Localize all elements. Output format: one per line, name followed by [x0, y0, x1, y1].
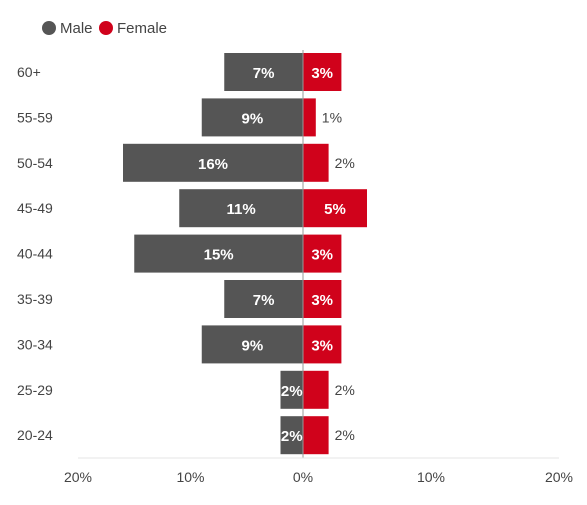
category-label: 40-44	[17, 246, 53, 262]
x-tick-label: 20%	[64, 469, 92, 485]
data-label-female: 3%	[311, 247, 333, 264]
category-label: 50-54	[17, 155, 53, 171]
legend-male-label: Male	[60, 20, 93, 37]
data-label-female: 5%	[324, 201, 346, 218]
category-label: 30-34	[17, 336, 53, 352]
bar-female	[303, 143, 329, 182]
legend-female-swatch	[99, 21, 113, 35]
data-label-female: 2%	[335, 382, 355, 398]
bar-female	[303, 416, 329, 455]
bar-female	[303, 325, 342, 364]
plot-area: 60+ 7% 3% 55-59 9% 1% 50-54 16% 2% 45-49 11% 5% 40-4…	[17, 50, 573, 485]
category-label: 20-24	[17, 427, 53, 443]
data-label-male: 7%	[253, 292, 275, 309]
data-label-male: 15%	[204, 247, 234, 264]
category-label: 60+	[17, 64, 41, 80]
data-label-male: 16%	[198, 156, 228, 173]
bar-male	[134, 234, 303, 273]
legend-male-swatch	[42, 21, 56, 35]
bar-male	[280, 416, 303, 455]
data-label-male: 9%	[242, 337, 264, 354]
x-tick-label: 10%	[176, 469, 204, 485]
category-label: 45-49	[17, 200, 53, 216]
bar-male	[224, 280, 303, 318]
bar-male	[179, 189, 303, 228]
bar-female	[303, 280, 342, 318]
data-label-female: 3%	[311, 337, 333, 354]
legend: Male Female	[42, 20, 167, 37]
bar-male	[280, 370, 303, 409]
x-tick-label: 0%	[293, 469, 313, 485]
category-label: 55-59	[17, 109, 53, 125]
bar-female	[303, 234, 342, 273]
data-label-male: 9%	[242, 110, 264, 127]
data-label-male: 2%	[281, 428, 303, 445]
data-label-female: 2%	[335, 427, 355, 443]
data-label-female: 2%	[335, 155, 355, 171]
data-label-female: 1%	[322, 109, 342, 125]
bar-female	[303, 189, 367, 228]
bar-male	[201, 98, 303, 137]
data-label-male: 2%	[281, 383, 303, 400]
data-label-male: 7%	[253, 65, 275, 82]
category-label: 35-39	[17, 291, 53, 307]
x-tick-label: 10%	[417, 469, 445, 485]
legend-female-label: Female	[117, 20, 167, 37]
data-label-female: 3%	[311, 65, 333, 82]
bar-male	[123, 143, 303, 182]
bar-female	[303, 53, 342, 91]
bar-female	[303, 370, 329, 409]
bar-female	[303, 98, 316, 137]
bar-male	[224, 53, 303, 91]
bar-male	[201, 325, 303, 364]
x-tick-label: 20%	[545, 469, 573, 485]
data-label-male: 11%	[227, 201, 256, 218]
category-label: 25-29	[17, 382, 53, 398]
data-label-female: 3%	[311, 292, 333, 309]
